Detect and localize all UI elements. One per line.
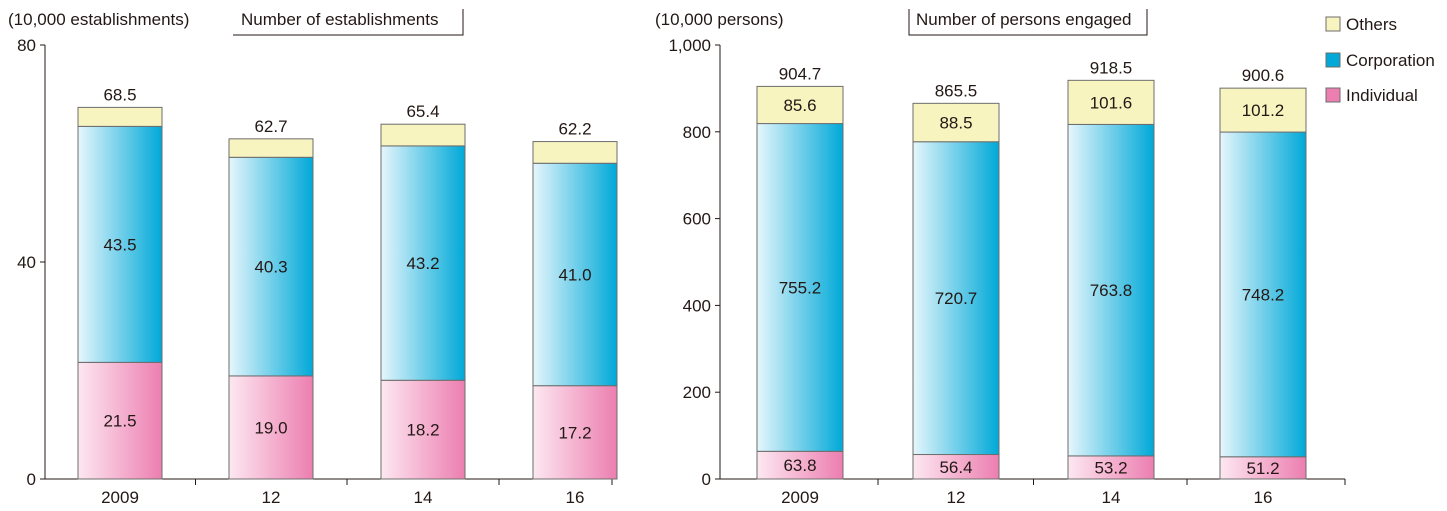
establishments-title-frame	[233, 9, 464, 36]
establishments-bar-others	[228, 138, 314, 158]
persons-y-tick-label: 800	[683, 123, 711, 142]
persons-x-tick-label: 14	[1102, 488, 1121, 507]
persons-title-frame	[908, 9, 1148, 36]
persons-chart-title: Number of persons engaged	[916, 10, 1131, 29]
establishments-x-tick-label: 16	[566, 488, 585, 507]
persons-data-label-corporation: 763.8	[1090, 281, 1133, 300]
persons-bar-others	[1219, 87, 1307, 133]
persons-bar-others	[912, 102, 1000, 143]
persons-data-label-others: 88.5	[939, 114, 972, 133]
legend-swatch-individual	[1325, 87, 1341, 103]
persons-data-label-individual: 53.2	[1094, 458, 1127, 477]
establishments-y-tick-label: 40	[17, 253, 36, 272]
establishments-total-label: 68.5	[103, 85, 136, 104]
persons-x-tick-label: 12	[947, 488, 966, 507]
establishments-bar-individual	[228, 375, 314, 480]
establishments-data-label-corporation: 40.3	[254, 258, 287, 277]
establishments-y-axis-unit: (10,000 establishments)	[8, 10, 189, 29]
persons-bar-individual	[756, 450, 844, 480]
establishments-bar-individual	[380, 379, 466, 480]
establishments-data-label-individual: 21.5	[103, 412, 136, 431]
establishments-data-label-individual: 17.2	[558, 423, 591, 442]
persons-bar-corporation	[1219, 131, 1307, 458]
establishments-y-tick-label: 0	[27, 470, 36, 489]
persons-bar-corporation	[1067, 123, 1155, 457]
legend-swatch-corporation	[1325, 52, 1341, 68]
establishments-data-label-individual: 18.2	[406, 421, 439, 440]
legend-label-individual: Individual	[1346, 86, 1418, 105]
persons-data-label-corporation: 748.2	[1242, 285, 1285, 304]
persons-bar-others	[756, 85, 844, 125]
persons-data-label-others: 85.6	[783, 96, 816, 115]
persons-y-tick-label: 600	[683, 210, 711, 229]
persons-engaged-chart: (10,000 persons) Number of persons engag…	[655, 9, 1346, 507]
legend-label-others: Others	[1346, 15, 1397, 34]
persons-data-label-individual: 56.4	[939, 458, 972, 477]
establishments-x-tick-label: 12	[262, 488, 281, 507]
establishments-bar-corporation	[532, 162, 618, 387]
persons-total-label: 900.6	[1242, 66, 1285, 85]
persons-bar-corporation	[756, 123, 844, 452]
establishments-data-label-corporation: 41.0	[558, 265, 591, 284]
persons-engaged-plot: 0 200 400 600 800 1,000 63.8 755.2 85.6 904.7 2009…	[668, 36, 1346, 507]
establishments-total-label: 65.4	[406, 102, 439, 121]
persons-y-tick-label: 1,000	[668, 36, 711, 55]
persons-total-label: 904.7	[779, 64, 822, 83]
establishments-bar-corporation	[380, 145, 466, 381]
establishments-data-label-corporation: 43.5	[103, 235, 136, 254]
persons-bar-others	[1067, 79, 1155, 125]
persons-data-label-individual: 63.8	[783, 456, 816, 475]
establishments-bar-individual	[532, 385, 618, 480]
establishments-data-label-corporation: 43.2	[406, 254, 439, 273]
establishments-chart-title: Number of establishments	[241, 10, 438, 29]
persons-data-label-corporation: 720.7	[935, 289, 978, 308]
persons-total-label: 918.5	[1090, 58, 1133, 77]
persons-data-label-corporation: 755.2	[779, 278, 822, 297]
persons-y-tick-label: 400	[683, 296, 711, 315]
legend-label-corporation: Corporation	[1346, 51, 1435, 70]
persons-data-label-individual: 51.2	[1246, 459, 1279, 478]
persons-x-tick-label: 2009	[781, 488, 819, 507]
establishments-data-label-individual: 19.0	[254, 418, 287, 437]
establishments-bar-corporation	[77, 125, 163, 363]
legend: Others Corporation Individual	[1325, 15, 1435, 105]
establishments-bar-others	[380, 123, 466, 147]
persons-data-label-others: 101.2	[1242, 101, 1285, 120]
persons-y-tick-label: 0	[702, 470, 711, 489]
persons-y-tick-label: 200	[683, 383, 711, 402]
persons-x-tick-label: 16	[1254, 488, 1273, 507]
legend-swatch-others	[1325, 16, 1341, 32]
persons-total-label: 865.5	[935, 81, 978, 100]
establishments-total-label: 62.7	[254, 117, 287, 136]
persons-bar-corporation	[912, 141, 1000, 456]
establishments-bar-corporation	[228, 156, 314, 377]
establishments-bar-others	[77, 106, 163, 127]
establishments-y-tick-label: 80	[17, 36, 36, 55]
establishments-bar-others	[532, 141, 618, 164]
establishments-plot: 0 40 80 21.5 43.5 68.5 2009 19.0 40.3 62.7 12 18.2 4…	[17, 36, 618, 507]
establishments-x-tick-label: 2009	[101, 488, 139, 507]
establishments-x-tick-label: 14	[414, 488, 433, 507]
persons-y-axis-unit: (10,000 persons)	[655, 10, 784, 29]
persons-data-label-others: 101.6	[1090, 93, 1133, 112]
establishments-total-label: 62.2	[558, 120, 591, 139]
establishments-chart: (10,000 establishments) Number of establ…	[8, 9, 618, 507]
